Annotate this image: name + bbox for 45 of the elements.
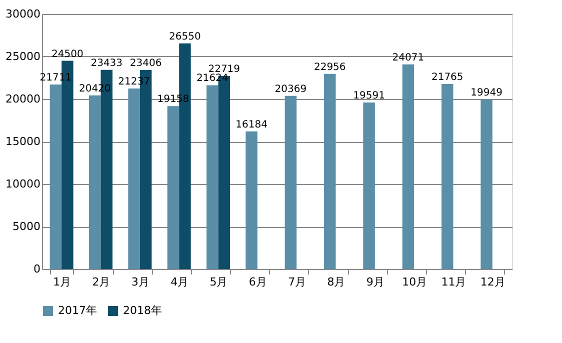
x-tick-label: 7月 bbox=[288, 276, 306, 288]
bar bbox=[363, 102, 375, 269]
y-tick-label: 25000 bbox=[6, 50, 40, 63]
bar bbox=[480, 99, 492, 269]
data-label: 22956 bbox=[314, 62, 346, 73]
data-label: 16184 bbox=[236, 119, 268, 130]
x-tick-label: 8月 bbox=[327, 276, 346, 288]
bar bbox=[284, 96, 297, 269]
data-label: 19949 bbox=[470, 87, 502, 98]
x-tick-label: 9月 bbox=[366, 276, 384, 288]
x-tick-label: 4月 bbox=[170, 276, 189, 288]
bar bbox=[442, 84, 454, 269]
x-tick-label: 3月 bbox=[131, 276, 150, 288]
data-label: 24500 bbox=[52, 48, 84, 60]
x-tick-label: 11月 bbox=[441, 276, 466, 288]
y-tick-label: 30000 bbox=[6, 8, 40, 20]
data-label: 20369 bbox=[274, 84, 307, 95]
bar bbox=[246, 131, 258, 269]
y-tick-label: 5000 bbox=[12, 220, 40, 233]
y-tick-label: 0 bbox=[34, 262, 40, 276]
bar bbox=[324, 74, 336, 269]
data-label: 26550 bbox=[169, 31, 201, 42]
x-tick-label: 1月 bbox=[53, 276, 72, 288]
data-label: 21765 bbox=[431, 72, 464, 83]
data-label: 19591 bbox=[353, 90, 385, 102]
bar bbox=[206, 85, 218, 269]
legend-label: 2017年 bbox=[58, 304, 97, 317]
y-tick-label: 10000 bbox=[6, 178, 40, 190]
bar bbox=[128, 88, 140, 269]
data-label: 24071 bbox=[392, 52, 424, 64]
data-label: 22719 bbox=[208, 64, 240, 75]
bar bbox=[50, 84, 62, 269]
x-tick-label: 10月 bbox=[402, 276, 428, 288]
bar bbox=[89, 95, 101, 269]
y-tick-label: 20000 bbox=[6, 92, 40, 106]
data-label: 23433 bbox=[90, 58, 123, 69]
x-tick-label: 6月 bbox=[248, 276, 267, 288]
bar bbox=[402, 64, 414, 269]
data-label: 23406 bbox=[130, 58, 162, 70]
bar bbox=[167, 106, 180, 269]
y-tick-label: 15000 bbox=[6, 135, 40, 148]
x-tick-label: 12月 bbox=[480, 276, 506, 288]
x-tick-label: 2月 bbox=[92, 276, 110, 288]
legend-label: 2018年 bbox=[123, 304, 162, 317]
x-tick-label: 5月 bbox=[210, 276, 228, 288]
